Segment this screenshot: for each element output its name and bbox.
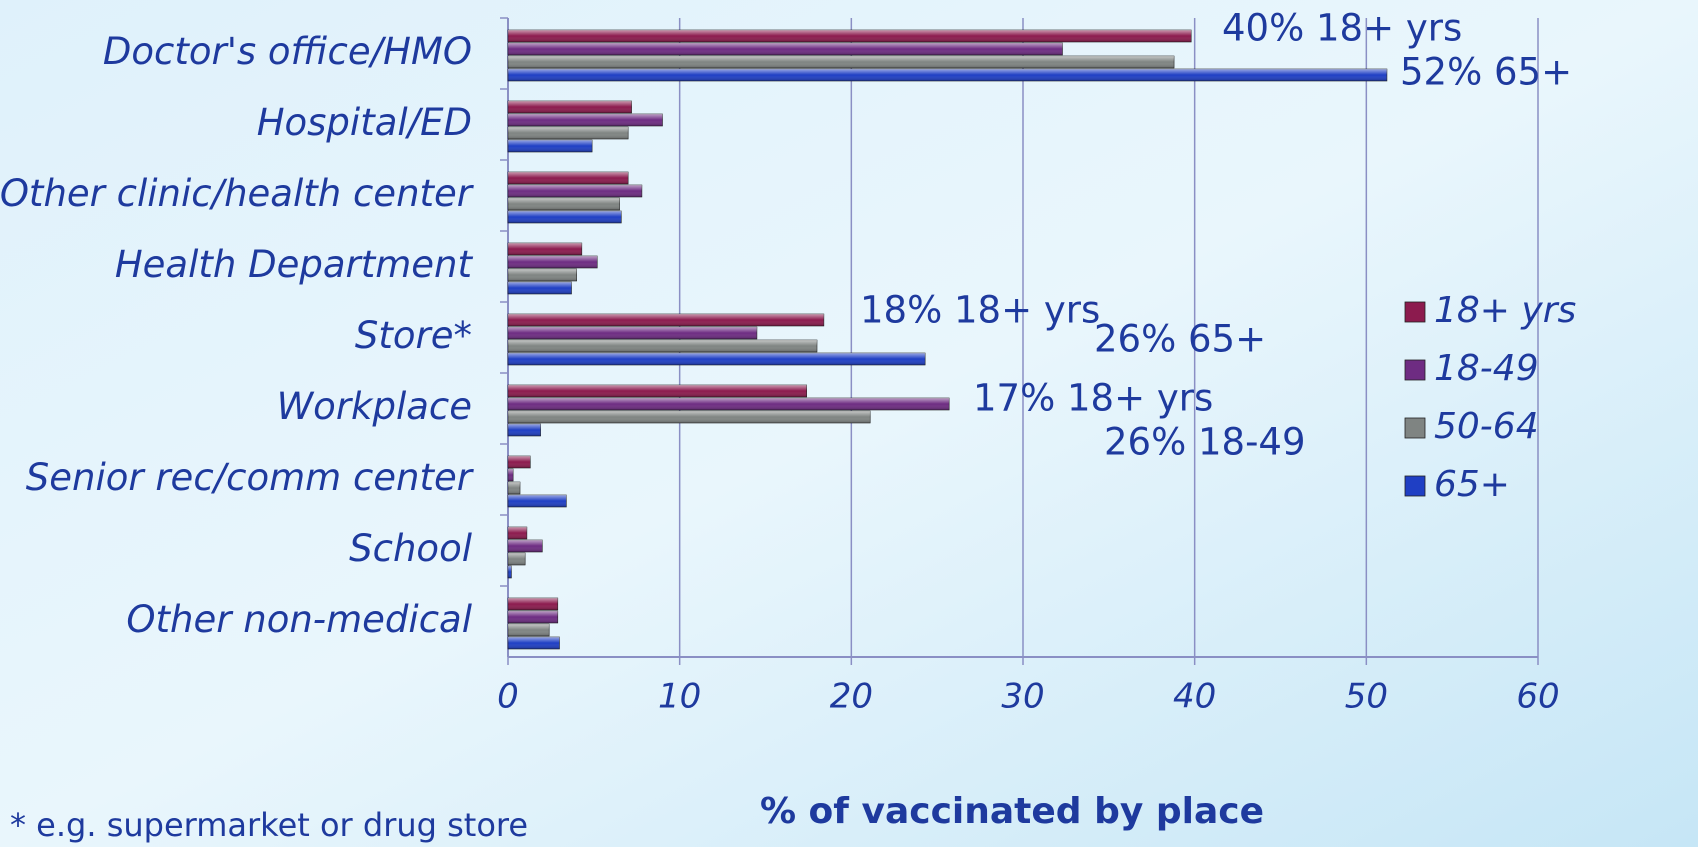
legend-swatch [1404, 475, 1426, 497]
bar-shine [508, 495, 567, 507]
bar-shine [508, 243, 582, 255]
bar-shine [508, 553, 526, 565]
x-tick-label: 0 [497, 677, 519, 717]
legend-label: 65+ [1434, 464, 1510, 505]
legend-label: 18-49 [1434, 348, 1539, 389]
y-tick-label: Other clinic/health center [0, 172, 475, 215]
bar-shine [508, 340, 817, 352]
annotation: 26% 18-49 [1104, 421, 1306, 464]
bar-shine [508, 256, 598, 268]
bar-shine [508, 69, 1387, 81]
y-tick-label: School [349, 527, 473, 570]
y-tick-label: Hospital/ED [257, 101, 472, 144]
annotation: 52% 65+ [1400, 51, 1572, 94]
bar-shine [508, 527, 527, 539]
bar-shine [508, 611, 558, 623]
footnote: * e.g. supermarket or drug store [10, 806, 528, 844]
bar-shine [508, 211, 622, 223]
x-tick-label: 50 [1345, 677, 1388, 717]
legend-swatch [1404, 359, 1426, 381]
x-tick-label: 40 [1173, 677, 1216, 717]
bar-shine [508, 482, 521, 494]
bar-shine [508, 43, 1063, 55]
bar-shine [508, 282, 572, 294]
x-tick-label: 30 [1001, 677, 1044, 717]
bar-shine [508, 566, 512, 578]
annotation: 40% 18+ yrs [1222, 7, 1462, 50]
bar-shine [508, 140, 593, 152]
bar-shine [508, 198, 620, 210]
annotation: 26% 65+ [1094, 318, 1266, 361]
y-tick-label: Store* [355, 314, 472, 357]
y-tick-label: Health Department [115, 243, 474, 286]
bar-shine [508, 624, 550, 636]
bar-shine [508, 456, 531, 468]
bar-shine [508, 327, 757, 339]
bar-shine [508, 385, 807, 397]
legend-swatch [1404, 301, 1426, 323]
bar-shine [508, 114, 663, 126]
bar-shine [508, 185, 642, 197]
y-tick-label: Workplace [277, 385, 472, 428]
bar-shine [508, 411, 871, 423]
bar-shine [508, 398, 950, 410]
bar-shine [508, 424, 541, 436]
bar-shine [508, 127, 629, 139]
x-axis-label: % of vaccinated by place [760, 791, 1264, 832]
annotation: 18% 18+ yrs [860, 289, 1100, 332]
y-tick-label: Senior rec/comm center [26, 456, 475, 499]
bar-shine [508, 469, 514, 481]
bar-shine [508, 353, 926, 365]
legend-label: 50-64 [1434, 406, 1539, 447]
legend-swatch [1404, 417, 1426, 439]
bar-shine [508, 56, 1175, 68]
bar-shine [508, 598, 558, 610]
bar-shine [508, 637, 560, 649]
annotation: 17% 18+ yrs [973, 377, 1213, 420]
bar-shine [508, 269, 577, 281]
y-tick-label: Other non-medical [126, 598, 472, 641]
y-tick-label: Doctor's office/HMO [103, 30, 472, 73]
bar-shine [508, 101, 632, 113]
legend-label: 18+ yrs [1434, 290, 1576, 331]
bar-shine [508, 172, 629, 184]
x-tick-label: 10 [658, 677, 701, 717]
bar-shine [508, 314, 824, 326]
x-tick-label: 60 [1516, 677, 1559, 717]
bar-shine [508, 540, 543, 552]
x-tick-label: 20 [830, 677, 873, 717]
bar-shine [508, 30, 1192, 42]
